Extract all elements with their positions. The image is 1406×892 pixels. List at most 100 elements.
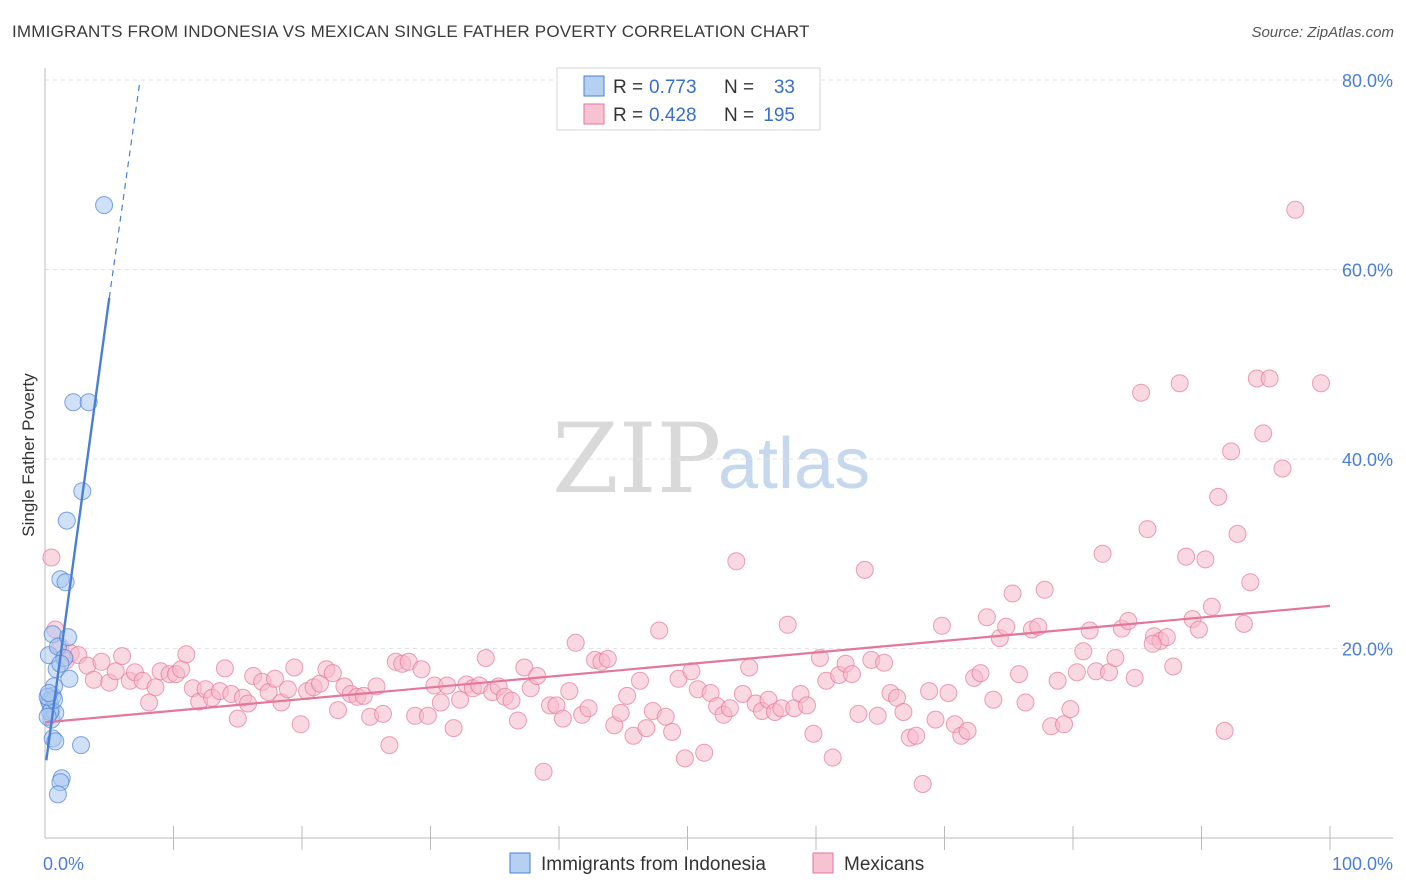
mexicans-point-107 <box>727 552 746 571</box>
mexicans-point-166 <box>1106 649 1125 667</box>
mexicans-point-169 <box>1125 668 1144 687</box>
y-axis-title: Single Father Poverty <box>19 373 38 537</box>
mexicans-point-146 <box>977 608 996 627</box>
x-tick-label-0: 0.0% <box>43 854 84 874</box>
mexicans-point-140 <box>939 684 958 702</box>
indonesia-trend-extension <box>108 79 141 299</box>
mexicans-point-89 <box>611 703 630 722</box>
trend-layer <box>44 79 1331 761</box>
stats-legend-r-label-1: R = <box>613 105 643 126</box>
mexicans-point-135 <box>907 726 926 745</box>
mexicans-point-8 <box>92 652 111 671</box>
mexicans-point-21 <box>177 645 196 664</box>
mexicans-point-177 <box>1177 547 1196 566</box>
mexicans-point-189 <box>1254 424 1273 443</box>
indonesia-point-17 <box>79 393 98 412</box>
mexicans-point-126 <box>849 704 868 723</box>
mexicans-point-11 <box>113 647 132 666</box>
mexicans-point-168 <box>1119 612 1138 630</box>
mexicans-point-99 <box>675 749 694 768</box>
series-indonesia <box>38 196 114 804</box>
mexicans-point-53 <box>380 736 399 755</box>
indonesia-point-14 <box>60 669 79 688</box>
mexicans-point-190 <box>1260 369 1279 388</box>
mexicans-point-161 <box>1074 642 1093 661</box>
mexicans-point-64 <box>451 690 470 709</box>
mexicans-point-38 <box>285 658 304 677</box>
stats-legend-n-label-0: N = <box>724 77 754 98</box>
mexicans-point-73 <box>508 711 527 730</box>
mexicans-point-7 <box>84 670 103 689</box>
bottom-legend-label-0: Immigrants from Indonesia <box>541 854 766 875</box>
mexicans-point-138 <box>926 710 945 729</box>
series-mexicans <box>42 200 1330 793</box>
mexicans-point-187 <box>1241 573 1260 592</box>
mexicans-point-95 <box>650 621 669 640</box>
mexicans-point-136 <box>913 775 932 793</box>
mexicans-point-108 <box>733 685 752 703</box>
mexicans-point-68 <box>476 649 495 667</box>
mexicans-point-129 <box>868 706 887 725</box>
mexicans-point-92 <box>631 671 649 690</box>
mexicans-point-109 <box>740 658 759 677</box>
watermark: ZIP atlas <box>552 403 870 515</box>
mexicans-point-193 <box>1312 374 1330 393</box>
stats-legend-row-1: R = 0.428 N = 195 <box>583 103 795 126</box>
mexicans-point-52 <box>374 704 392 723</box>
mexicans-point-152 <box>1016 693 1035 712</box>
mexicans-point-137 <box>920 682 939 701</box>
mexicans-point-81 <box>560 682 579 701</box>
mexicans-point-194 <box>1143 634 1162 653</box>
mexicans-point-159 <box>1061 700 1080 719</box>
x-tick-label-1: 100.0% <box>1332 854 1393 874</box>
mexicans-point-157 <box>1048 671 1067 690</box>
mexicans-point-184 <box>1222 442 1241 461</box>
mexicans-point-185 <box>1228 524 1247 543</box>
mexicans-point-96 <box>656 707 675 726</box>
y-tick-labels: 20.0% 40.0% 60.0% 80.0% <box>1342 71 1393 660</box>
indonesia-point-25 <box>72 736 90 755</box>
mexicans-point-82 <box>566 633 585 652</box>
indonesia-point-15 <box>57 511 76 530</box>
chart-title: IMMIGRANTS FROM INDONESIA VS MEXICAN SIN… <box>12 22 810 41</box>
mexicans-point-151 <box>1010 665 1028 684</box>
bottom-legend-label-1: Mexicans <box>844 854 924 875</box>
mexicans-point-58 <box>412 660 431 679</box>
mexicans-point-147 <box>984 690 1003 709</box>
mexicans-point-0 <box>42 548 61 567</box>
y-tick-label-3: 80.0% <box>1342 71 1393 91</box>
mexicans-point-37 <box>278 680 297 699</box>
mexicans-point-90 <box>618 686 637 705</box>
mexicans-point-80 <box>553 709 572 728</box>
mexicans-point-160 <box>1067 663 1086 682</box>
mexicans-point-183 <box>1215 721 1234 740</box>
mexicans-point-15 <box>140 693 159 712</box>
mexicans-point-102 <box>695 743 714 762</box>
stats-legend-r-value-0: 0.773 <box>649 77 697 98</box>
mexicans-point-63 <box>444 719 463 738</box>
y-tick-label-2: 60.0% <box>1342 261 1393 281</box>
indonesia-point-16 <box>64 393 83 412</box>
indonesia-trend-line <box>45 297 111 761</box>
mexicans-point-179 <box>1189 620 1208 639</box>
mexicans-point-118 <box>798 696 816 715</box>
stats-legend-row-0: R = 0.773 N = 33 <box>583 75 795 98</box>
mexicans-point-27 <box>215 659 234 678</box>
mexicans-point-72 <box>502 691 521 710</box>
mexicans-point-122 <box>823 748 842 767</box>
mexicans-point-186 <box>1234 614 1253 633</box>
stats-legend-swatch-1 <box>583 103 605 125</box>
mexicans-point-76 <box>528 667 547 685</box>
bottom-legend-item-0: Immigrants from Indonesia <box>509 852 766 875</box>
mexicans-point-150 <box>1003 584 1022 603</box>
mexicans-point-139 <box>932 616 951 635</box>
bottom-legend-swatch-1 <box>812 852 834 874</box>
mexicans-point-20 <box>172 660 191 679</box>
stats-legend: R = 0.773 N = 33 R = 0.428 N = 195 <box>556 67 821 131</box>
stats-legend-r-label-0: R = <box>613 77 643 98</box>
stats-legend-n-label-1: N = <box>724 105 754 126</box>
mexicans-point-170 <box>1132 383 1151 402</box>
mexicans-point-45 <box>329 701 347 720</box>
mexicans-point-130 <box>875 653 894 672</box>
